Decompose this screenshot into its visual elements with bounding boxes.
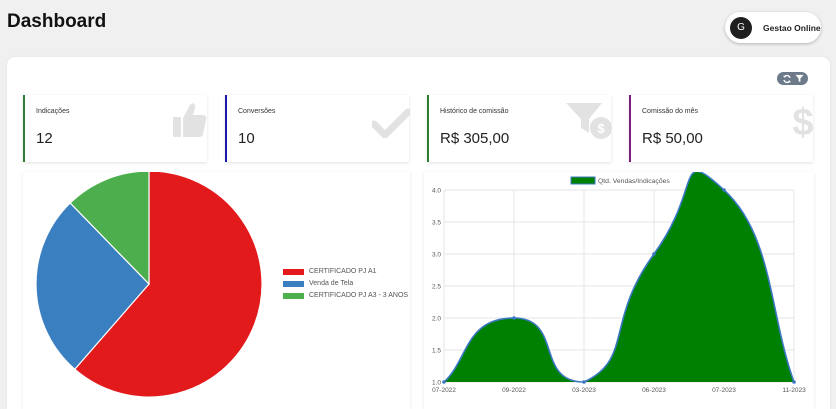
area-chart-panel: 1.0 1.5 2.0 2.5 3.0 3.5 4.0 07-2022 09-2022 03-20… [424,172,814,409]
area-chart: 1.0 1.5 2.0 2.5 3.0 3.5 4.0 07-2022 09-2022 03-20… [432,172,806,394]
card-value: R$ 305,00 [440,130,510,147]
legend-item[interactable]: CERTIFICADO PJ A3 - 3 ANOS [283,292,408,299]
dollar-icon: $ [792,102,813,141]
card-label: Indicações [36,108,70,115]
avatar: G [730,16,752,39]
y-tick-label: 2.0 [432,316,441,323]
pie-chart-panel: CERTIFICADO PJ A1 Venda de Tela CERTIFICAD… [23,172,410,409]
y-tick-label: 2.5 [432,284,441,291]
legend-label: Venda de Tela [309,280,354,287]
data-point[interactable] [442,380,446,384]
data-point[interactable] [722,188,726,192]
y-tick-label: 4.0 [432,188,441,195]
y-tick-label: 1.5 [432,348,441,355]
pie-chart [35,172,263,398]
svg-text:$: $ [597,121,605,136]
card-historico-comissao: Histórico de comissão R$ 305,00 $ [427,95,612,162]
page-title: Dashboard [7,11,107,32]
pie-slice[interactable] [35,202,150,371]
legend-swatch [283,292,304,299]
thumbs-up-icon [173,103,207,137]
card-label: Comissão do mês [642,108,699,115]
legend-item[interactable]: CERTIFICADO PJ A1 [283,268,377,275]
legend-label: Qtd. Vendas/Indicações [598,178,670,185]
card-indicacoes: Indicações 12 [23,95,207,162]
data-point[interactable] [512,316,516,320]
legend-swatch [283,268,304,275]
data-point[interactable] [582,380,586,384]
y-tick-label: 3.5 [432,220,441,227]
card-value: 10 [238,130,255,147]
legend-swatch [570,176,596,185]
user-menu[interactable]: G Gestao Online [725,12,821,43]
pie-slice[interactable] [73,172,263,398]
card-value: 12 [36,130,53,147]
legend-label: CERTIFICADO PJ A1 [309,268,377,275]
x-tick-label: 09-2022 [502,387,526,394]
area-legend[interactable]: Qtd. Vendas/Indicações [570,176,670,185]
legend-swatch [283,280,304,287]
card-conversoes: Conversões 10 [225,95,410,162]
check-icon [372,108,410,138]
x-tick-label: 07-2022 [432,387,456,394]
data-point[interactable] [792,380,796,384]
filter-icon[interactable] [794,74,804,83]
y-tick-label: 3.0 [432,252,441,259]
funnel-dollar-icon: $ [566,103,612,139]
legend-item[interactable]: Venda de Tela [283,280,353,287]
legend-label: CERTIFICADO PJ A3 - 3 ANOS [309,292,409,299]
user-name: Gestao Online [763,22,821,33]
y-tick-label: 1.0 [432,380,441,387]
card-comissao-mes: Comissão do mês R$ 50,00 $ [629,95,814,162]
x-tick-label: 06-2023 [642,387,666,394]
area-fill [444,172,794,382]
x-tick-label: 07-2023 [712,387,736,394]
pie-slice[interactable] [69,172,150,286]
card-label: Conversões [238,108,276,115]
card-label: Histórico de comissão [440,108,509,115]
x-tick-label: 03-2023 [572,387,596,394]
filter-toolbar [777,72,808,85]
data-point[interactable] [652,252,656,256]
card-value: R$ 50,00 [642,130,703,147]
refresh-icon[interactable] [782,74,792,84]
x-tick-label: 11-2023 [782,387,806,394]
svg-text:$: $ [792,102,813,141]
